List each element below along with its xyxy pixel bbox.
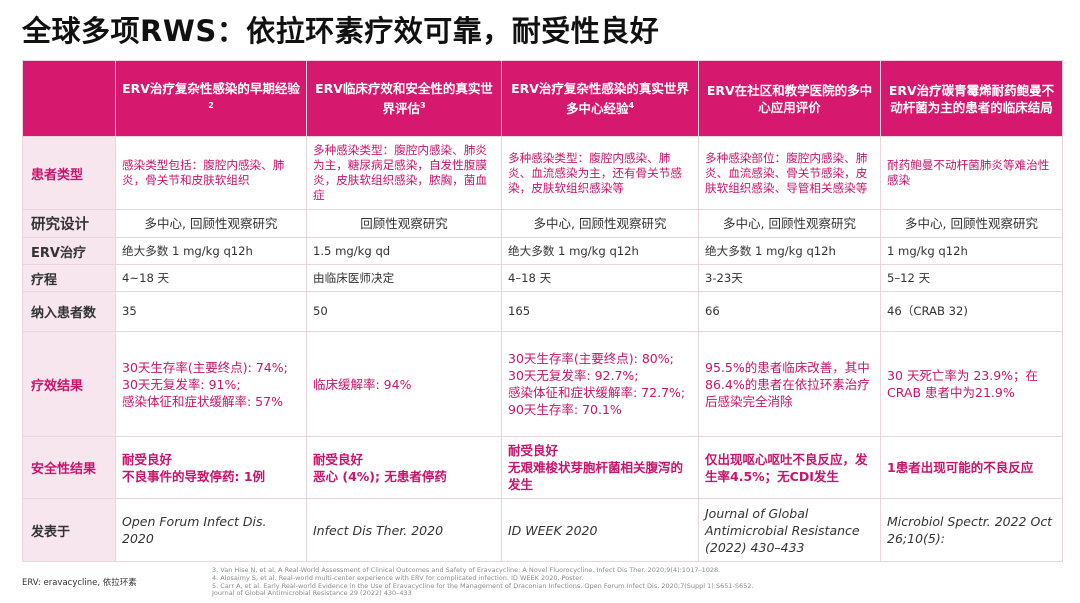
cell-erv-2: 1.5 mg/kg qd <box>306 237 502 265</box>
cell-course-2: 由临床医师决定 <box>306 264 502 292</box>
references: 3. Van Hise N, et al. A Real-World Asses… <box>212 567 812 598</box>
row-label-publication: 发表于 <box>22 498 116 562</box>
cell-patient-type-3: 多种感染类型：腹腔内感染、肺炎、血流感染为主，还有骨关节感染，皮肤软组织感染等 <box>501 136 699 210</box>
row-course: 疗程 4~18 天 由临床医师决定 4–18 天 3-23天 5–12 天 <box>22 264 1063 292</box>
header-col-4: ERV在社区和教学医院的多中心应用评价 <box>698 60 881 137</box>
cell-erv-1: 绝大多数 1 mg/kg q12h <box>115 237 307 265</box>
cell-publication-5: Microbiol Spectr. 2022 Oct 26;10(5): <box>880 498 1063 562</box>
cell-efficacy-5: 30 天死亡率为 23.9%；在 CRAB 患者中为21.9% <box>880 331 1063 437</box>
row-label-erv-treatment: ERV治疗 <box>22 237 116 265</box>
cell-design-5: 多中心, 回顾性观察研究 <box>880 209 1063 238</box>
header-col-3: ERV治疗复杂性感染的真实世界多中心经验4 <box>501 60 699 137</box>
efficacy-line: 感染体征和症状缓解率: 72.7%; <box>508 385 686 400</box>
row-label-enrolled: 纳入患者数 <box>22 291 116 332</box>
cell-safety-1: 耐受良好 不良事件的导致停药: 1例 <box>115 436 307 499</box>
cell-safety-5: 1患者出现可能的不良反应 <box>880 436 1063 499</box>
cell-efficacy-4: 95.5%的患者临床改善，其中86.4%的患者在依拉环素治疗后感染完全消除 <box>698 331 881 437</box>
cell-safety-2: 耐受良好 恶心 (4%); 无患者停药 <box>306 436 502 499</box>
header-corner <box>22 60 116 137</box>
cell-design-3: 多中心, 回顾性观察研究 <box>501 209 699 238</box>
cell-patient-type-5: 耐药鲍曼不动杆菌肺炎等难治性感染 <box>880 136 1063 210</box>
efficacy-line: 30天生存率(主要终点): 80%; <box>508 351 674 366</box>
abbreviation-note: ERV: eravacycline, 依拉环素 <box>22 578 137 588</box>
cell-erv-3: 绝大多数 1 mg/kg q12h <box>501 237 699 265</box>
cell-efficacy-3: 30天生存率(主要终点): 80%; 30天无复发率: 92.7%; 感染体征和… <box>501 331 699 437</box>
reference-item: Journal of Global Antimicrobial Resistan… <box>212 590 412 598</box>
cell-course-5: 5–12 天 <box>880 264 1063 292</box>
safety-line: 耐受良好 <box>313 451 364 467</box>
cell-enrolled-3: 165 <box>501 291 699 332</box>
cell-publication-2: Infect Dis Ther. 2020 <box>306 498 502 562</box>
cell-publication-3: ID WEEK 2020 <box>501 498 699 562</box>
efficacy-line: 30天生存率(主要终点): 74%; <box>122 359 288 375</box>
row-label-patient-type: 患者类型 <box>22 136 116 210</box>
efficacy-line: 30 天死亡率为 23.9%；在 CRAB 患者中为21.9% <box>887 368 1039 400</box>
row-label-design: 研究设计 <box>22 209 116 238</box>
efficacy-line: 30天无复发率: 91%; <box>122 376 241 392</box>
comparison-table: ERV治疗复杂性感染的早期经验2 ERV临床疗效和安全性的真实世界评估3 ERV… <box>22 60 1063 562</box>
cell-patient-type-1: 感染类型包括：腹腔内感染、肺炎，骨关节和皮肤软组织 <box>115 136 307 210</box>
row-label-safety: 安全性结果 <box>22 436 116 499</box>
safety-line: 仅出现呕心呕吐不良反应，发生率4.5%；无CDI发生 <box>705 451 868 484</box>
row-label-efficacy: 疗效结果 <box>22 331 116 437</box>
efficacy-line: 30天无复发率: 92.7%; <box>508 368 639 383</box>
header-col-2: ERV临床疗效和安全性的真实世界评估3 <box>306 60 502 137</box>
cell-patient-type-4: 多种感染部位：腹腔内感染、肺炎、血流感染、骨关节感染，皮肤软组织感染、导管相关感… <box>698 136 881 210</box>
cell-course-1: 4~18 天 <box>115 264 307 292</box>
reference-item: 3. Van Hise N, et al. A Real-World Asses… <box>212 567 721 574</box>
row-label-course: 疗程 <box>22 264 116 292</box>
row-efficacy: 疗效结果 30天生存率(主要终点): 74%; 30天无复发率: 91%; 感染… <box>22 331 1063 437</box>
cell-publication-4: Journal of Global Antimicrobial Resistan… <box>698 498 881 562</box>
row-enrolled: 纳入患者数 35 50 165 66 46（CRAB 32) <box>22 291 1063 332</box>
efficacy-line: 感染体征和症状缓解率: 57% <box>122 393 283 409</box>
safety-line: 1患者出现可能的不良反应 <box>887 460 1034 475</box>
cell-safety-4: 仅出现呕心呕吐不良反应，发生率4.5%；无CDI发生 <box>698 436 881 499</box>
cell-enrolled-4: 66 <box>698 291 881 332</box>
cell-efficacy-1: 30天生存率(主要终点): 74%; 30天无复发率: 91%; 感染体征和症状… <box>115 331 307 437</box>
row-design: 研究设计 多中心, 回顾性观察研究 回顾性观察研究 多中心, 回顾性观察研究 多… <box>22 209 1063 238</box>
cell-course-4: 3-23天 <box>698 264 881 292</box>
row-erv-treatment: ERV治疗 绝大多数 1 mg/kg q12h 1.5 mg/kg qd 绝大多… <box>22 237 1063 265</box>
safety-line: 耐受良好 <box>508 443 559 458</box>
row-publication: 发表于 Open Forum Infect Dis. 2020 Infect D… <box>22 498 1063 562</box>
reference-item: 4. Alosaimy S, et al. Real-world multi-c… <box>212 574 584 582</box>
safety-line: 无艰难梭状芽胞杆菌相关腹泻的发生 <box>508 460 684 492</box>
cell-design-1: 多中心, 回顾性观察研究 <box>115 209 307 238</box>
header-row: ERV治疗复杂性感染的早期经验2 ERV临床疗效和安全性的真实世界评估3 ERV… <box>22 60 1063 137</box>
cell-erv-5: 1 mg/kg q12h <box>880 237 1063 265</box>
reference-item: 5. Carr A, et al. Early Real-world Evide… <box>212 582 754 590</box>
safety-line: 耐受良好 <box>122 451 173 467</box>
cell-safety-3: 耐受良好 无艰难梭状芽胞杆菌相关腹泻的发生 <box>501 436 699 499</box>
cell-publication-1: Open Forum Infect Dis. 2020 <box>115 498 307 562</box>
safety-line: 恶心 (4%); 无患者停药 <box>313 468 447 484</box>
cell-design-2: 回顾性观察研究 <box>306 209 502 238</box>
cell-enrolled-5: 46（CRAB 32) <box>880 291 1063 332</box>
row-safety: 安全性结果 耐受良好 不良事件的导致停药: 1例 耐受良好 恶心 (4%); 无… <box>22 436 1063 499</box>
cell-course-3: 4–18 天 <box>501 264 699 292</box>
efficacy-line: 90天生存率: 70.1% <box>508 402 622 417</box>
efficacy-line: 临床缓解率: 94% <box>313 376 412 392</box>
efficacy-line: 95.5%的患者临床改善，其中86.4%的患者在依拉环素治疗后感染完全消除 <box>705 359 870 409</box>
cell-patient-type-2: 多种感染类型：腹腔内感染、肺炎为主，糖尿病足感染，自发性腹膜炎，皮肤软组织感染，… <box>306 136 502 210</box>
row-patient-type: 患者类型 感染类型包括：腹腔内感染、肺炎，骨关节和皮肤软组织 多种感染类型：腹腔… <box>22 136 1063 210</box>
cell-enrolled-2: 50 <box>306 291 502 332</box>
cell-enrolled-1: 35 <box>115 291 307 332</box>
slide-title: 全球多项RWS：依拉环素疗效可靠，耐受性良好 <box>22 14 660 48</box>
header-col-1: ERV治疗复杂性感染的早期经验2 <box>115 60 307 137</box>
safety-line: 不良事件的导致停药: 1例 <box>122 468 266 484</box>
cell-erv-4: 绝大多数 1 mg/kg q12h <box>698 237 881 265</box>
header-col-5: ERV治疗碳青霉烯耐药鲍曼不动杆菌为主的患者的临床结局 <box>880 60 1063 137</box>
cell-design-4: 多中心, 回顾性观察研究 <box>698 209 881 238</box>
cell-efficacy-2: 临床缓解率: 94% <box>306 331 502 437</box>
